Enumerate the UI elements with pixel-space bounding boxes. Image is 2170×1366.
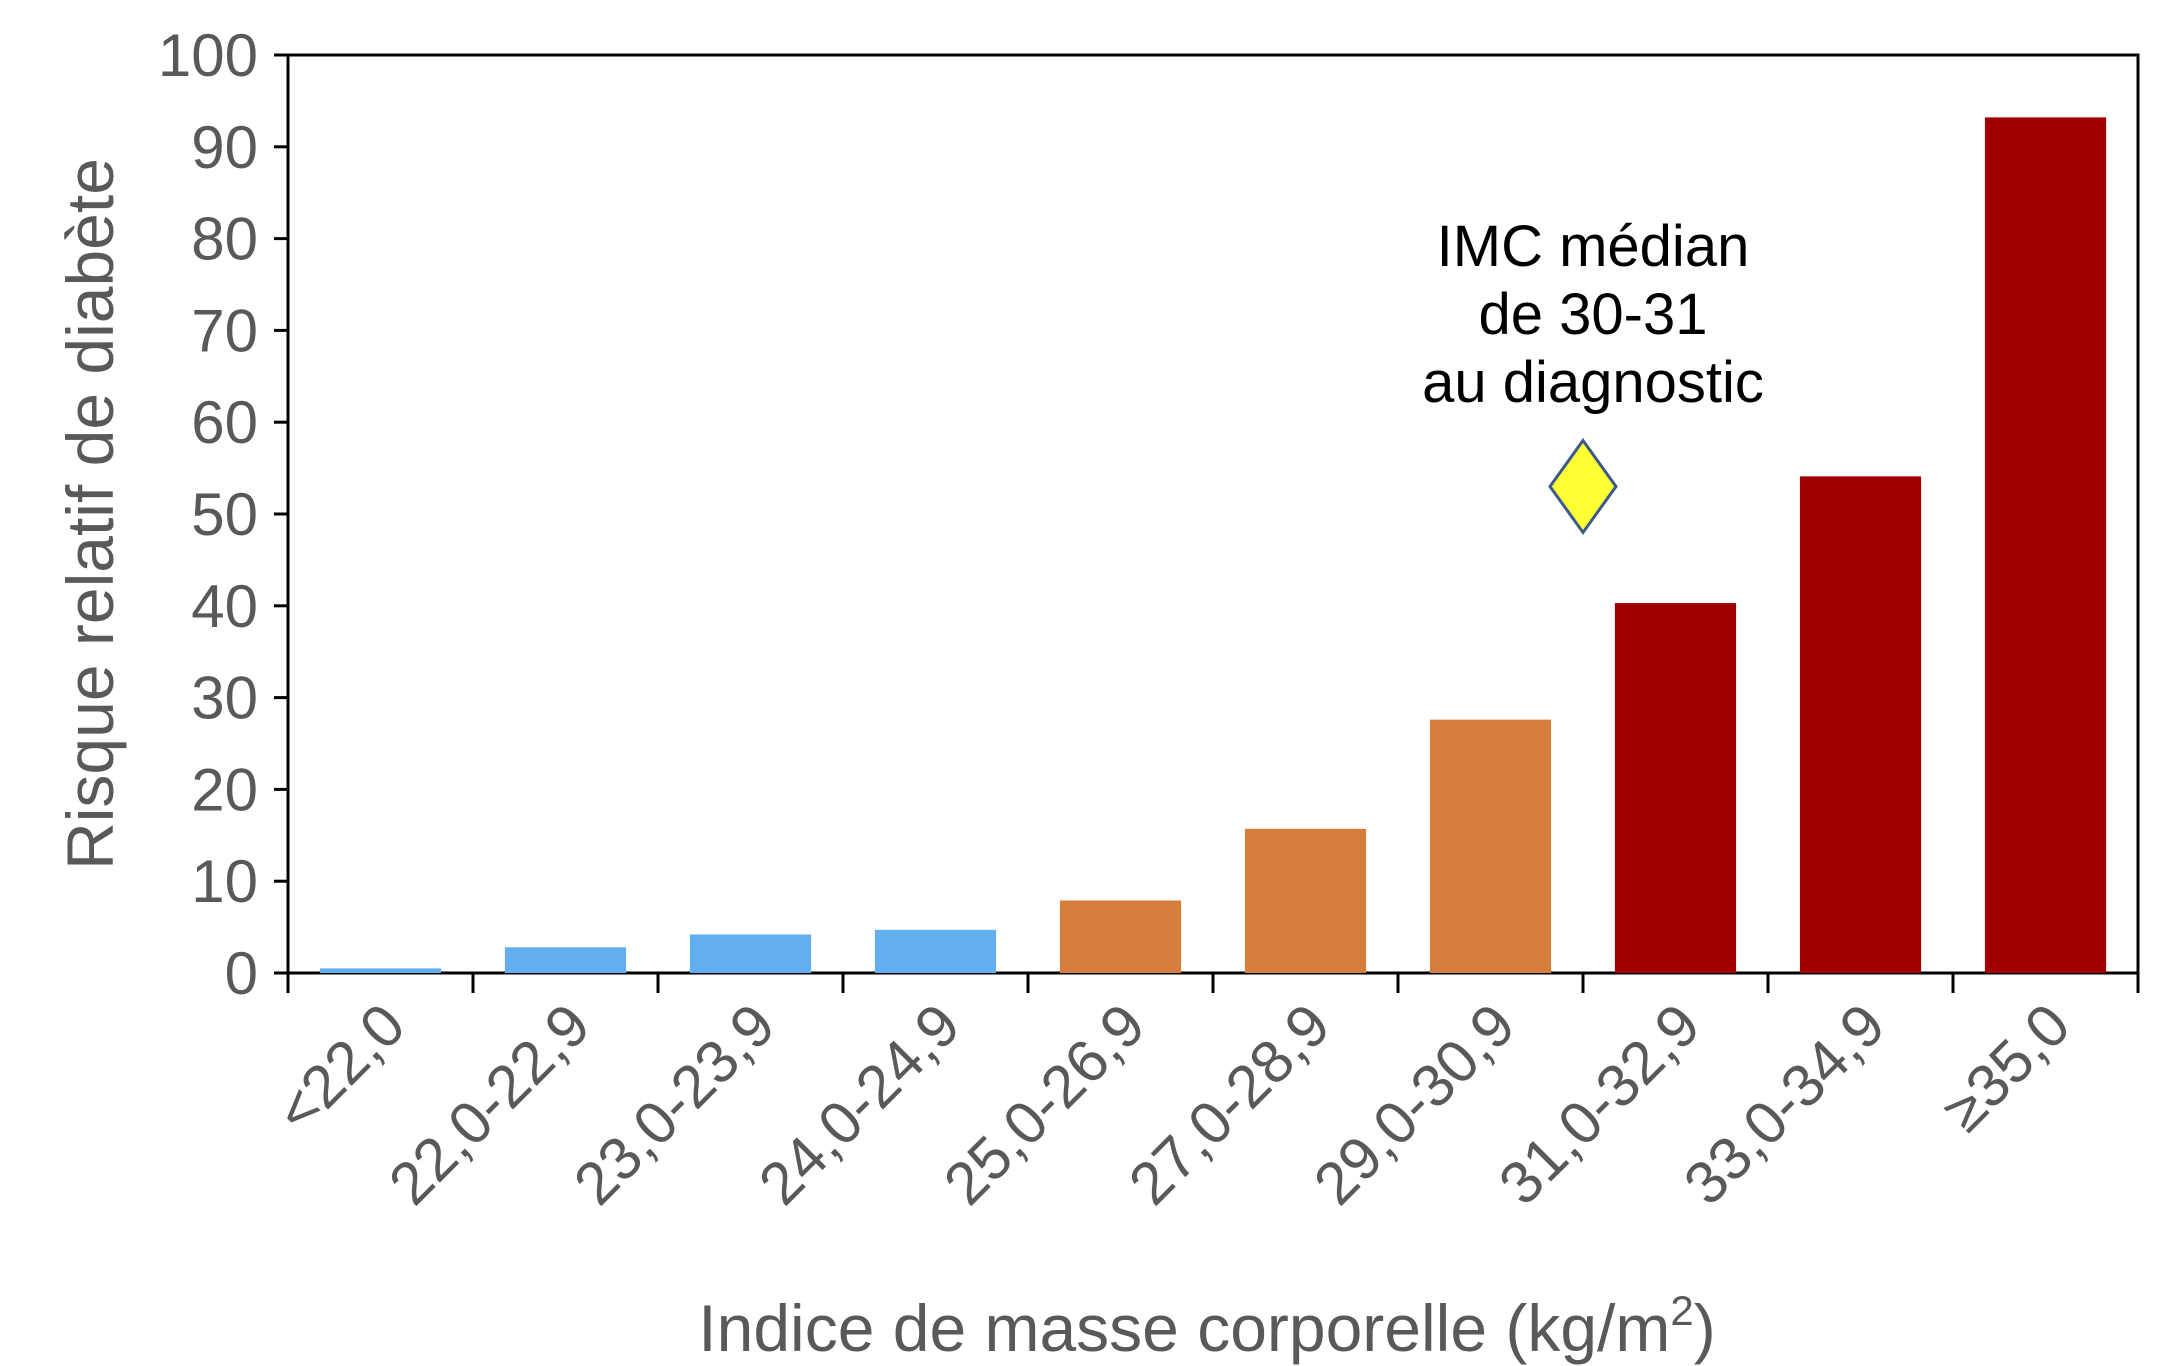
x-tick-label: ≥35,0 <box>1929 991 2082 1144</box>
annotation-line: de 30-31 <box>1479 282 1708 347</box>
annotation-text: IMC médian de 30-31 au diagnostic <box>1422 214 1764 415</box>
bar <box>1429 719 1552 973</box>
y-tick-label: 10 <box>191 848 258 915</box>
x-tick-label: 29,0-30,9 <box>1301 991 1528 1218</box>
y-tick-label: 90 <box>191 114 258 181</box>
bar <box>689 934 812 973</box>
y-tick-label: 20 <box>191 756 258 823</box>
annotation-line: IMC médian <box>1437 214 1750 279</box>
bar <box>1614 603 1737 973</box>
x-axis-ticks: <22,022,0-22,923,0-23,924,0-24,925,0-26,… <box>263 973 2140 1218</box>
x-axis-title: Indice de masse corporelle (kg/m2) <box>698 1287 1715 1365</box>
y-axis-title: Risque relatif de diabète <box>53 158 127 870</box>
x-axis-title-end: ) <box>1694 1291 1716 1365</box>
x-tick-label: 25,0-26,9 <box>931 991 1158 1218</box>
annotation: IMC médian de 30-31 au diagnostic <box>1422 214 1764 536</box>
y-tick-label: 30 <box>191 665 258 732</box>
bar <box>1244 828 1367 973</box>
x-tick-label: <22,0 <box>263 991 418 1146</box>
y-tick-label: 100 <box>158 22 258 89</box>
bars <box>319 117 2107 973</box>
x-axis-title-main: Indice de masse corporelle (kg/m <box>698 1291 1670 1365</box>
bar <box>319 968 442 973</box>
x-axis-title-superscript: 2 <box>1670 1287 1693 1334</box>
x-tick-label: 24,0-24,9 <box>746 991 973 1218</box>
median-bmi-diamond-marker <box>1548 437 1618 536</box>
bar <box>504 947 627 973</box>
y-tick-label: 80 <box>191 206 258 273</box>
x-tick-label: 23,0-23,9 <box>561 991 788 1218</box>
bar <box>1984 117 2107 973</box>
y-tick-label: 50 <box>191 481 258 548</box>
x-tick-label: 33,0-34,9 <box>1671 991 1898 1218</box>
y-tick-label: 70 <box>191 297 258 364</box>
x-tick-label: 22,0-22,9 <box>376 991 603 1218</box>
x-tick-label: 31,0-32,9 <box>1486 991 1713 1218</box>
y-tick-label: 40 <box>191 573 258 640</box>
annotation-line: au diagnostic <box>1422 350 1764 415</box>
bar <box>1799 476 1922 973</box>
y-tick-label: 0 <box>225 940 258 1007</box>
x-tick-label: 27,0-28,9 <box>1116 991 1343 1218</box>
y-axis-ticks: 0 10 20 30 40 50 60 70 80 90 100 <box>158 22 288 1007</box>
bar <box>1059 900 1182 973</box>
y-tick-label: 60 <box>191 389 258 456</box>
bar <box>874 929 997 973</box>
